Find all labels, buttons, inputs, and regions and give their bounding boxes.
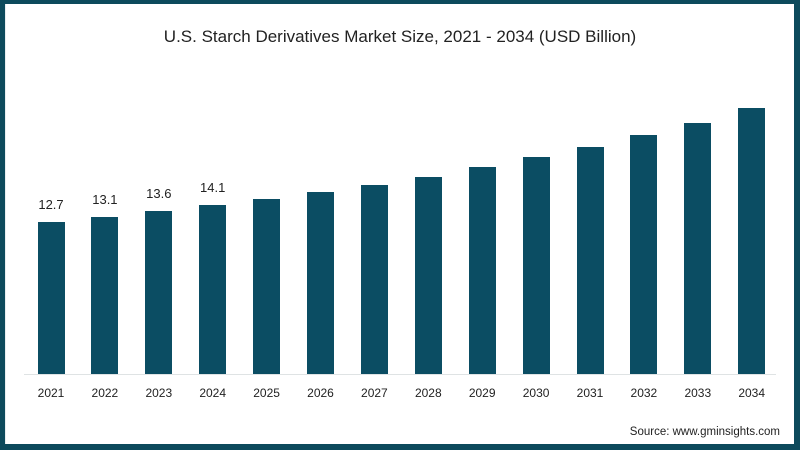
x-tick-label: 2031 (576, 386, 604, 400)
source-note: Source: www.gminsights.com (629, 426, 780, 438)
x-tick-label: 2033 (684, 386, 712, 400)
x-axis-line (24, 374, 776, 375)
x-tick-label: 2027 (361, 386, 388, 400)
x-tick-label: 2029 (468, 386, 496, 400)
x-tick-label: 2030 (522, 386, 550, 400)
bar-2033 (684, 122, 712, 374)
x-tick-label: 2023 (145, 386, 173, 400)
bar-2024 (199, 205, 227, 374)
bar-2023 (145, 211, 173, 374)
bar-2026 (307, 192, 334, 374)
x-tick-label: 2028 (414, 386, 442, 400)
bar-2029 (468, 166, 496, 374)
bar-2021 (37, 222, 65, 374)
bar-2025 (253, 199, 281, 374)
x-tick-label: 2032 (630, 386, 658, 400)
bar-2022 (91, 217, 119, 374)
x-tick-label: 2034 (738, 386, 766, 400)
bar-2034 (738, 108, 766, 374)
x-tick-label: 2024 (199, 386, 227, 400)
bar-2032 (630, 134, 658, 374)
data-label: 12.7 (38, 197, 64, 212)
data-label: 13.6 (146, 186, 172, 202)
bar-2030 (522, 157, 550, 374)
x-tick-label: 2025 (253, 386, 280, 400)
x-tick-label: 2021 (37, 386, 65, 400)
data-label: 14.1 (200, 180, 226, 196)
data-label: 13.1 (92, 192, 118, 208)
chart-title: U.S. Starch Derivatives Market Size, 202… (163, 27, 637, 46)
x-tick-label: 2022 (91, 386, 119, 400)
chart-frame (5, 4, 794, 444)
bar-2031 (576, 146, 604, 374)
x-tick-label: 2026 (307, 386, 334, 400)
bar-2028 (414, 176, 442, 374)
bar-2027 (360, 184, 388, 374)
